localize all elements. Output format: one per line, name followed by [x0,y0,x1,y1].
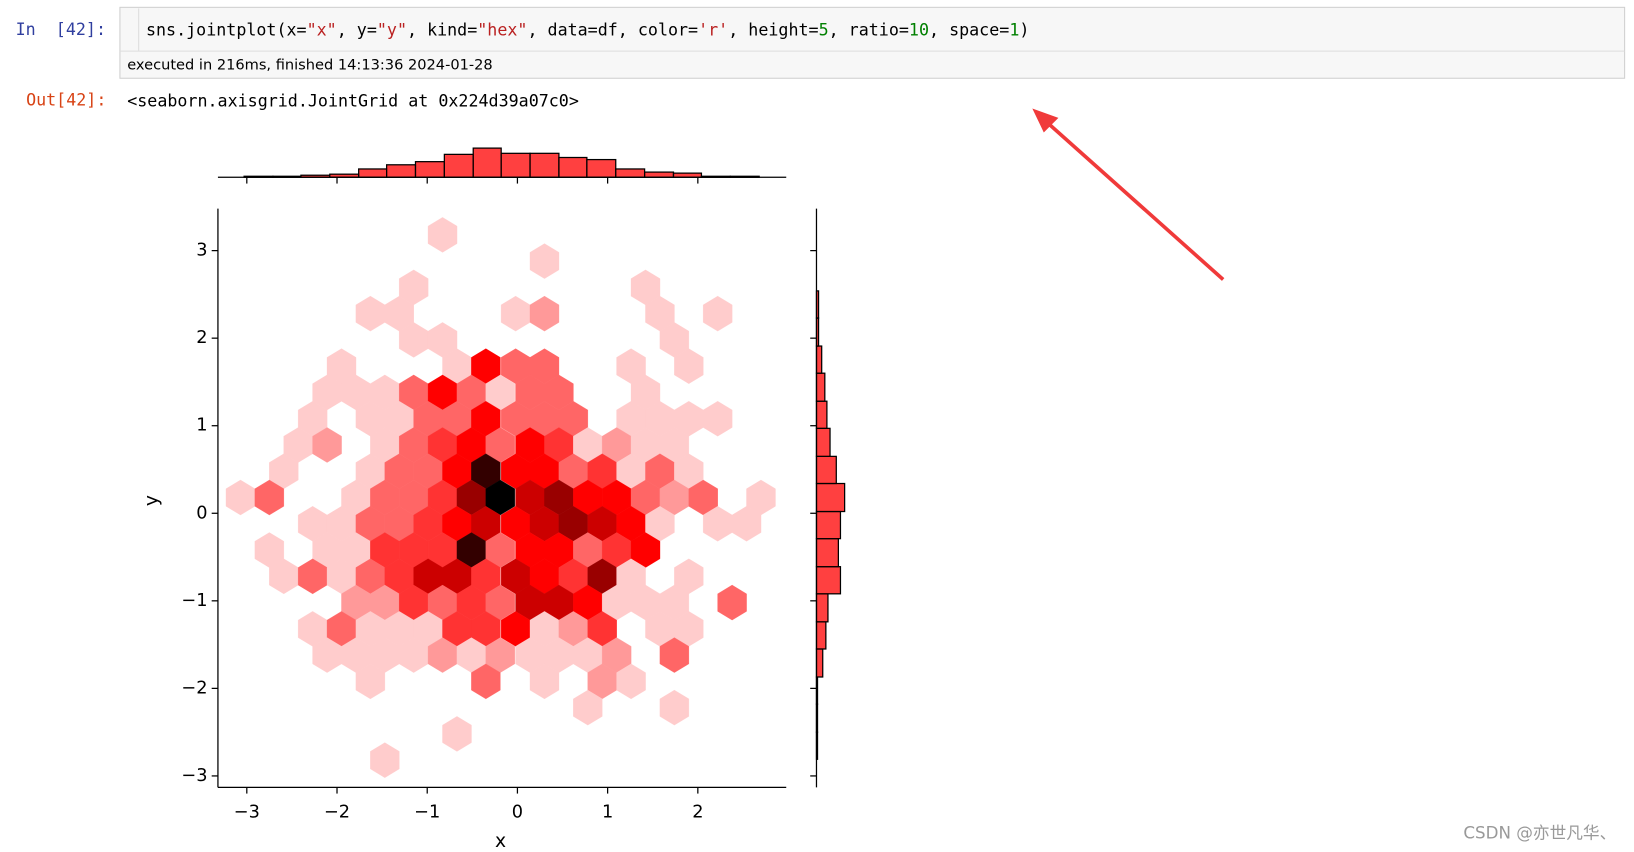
code-token: 10 [909,20,929,39]
code-token: "hex" [477,20,527,39]
hex-bin [573,689,603,726]
histogram-bar [815,400,828,429]
x-axis-label: x [495,831,506,852]
watermark: CSDN @亦世凡华、 [1463,824,1616,843]
output-text: <seaborn.axisgrid.JointGrid at 0x224d39a… [127,92,579,111]
histogram-bar [529,152,560,178]
x-tick-label: −3 [234,802,260,822]
histogram-bar [815,566,842,595]
histogram-bar [414,161,445,178]
hex-bin [370,742,400,778]
hex-bin [659,689,690,726]
y-axis-label: y [142,495,163,506]
x-tick-label: 0 [512,802,523,822]
histogram-bar [815,482,846,513]
histogram-bar [643,171,675,178]
histogram-bar [615,168,646,178]
y-tick-label: −3 [181,766,207,786]
histogram-bar [815,455,837,485]
hex-bin [529,295,560,332]
histogram-bar [443,153,474,178]
code-token: 'r' [698,20,728,39]
histogram-bar [558,156,588,178]
y-tick-label: 2 [196,328,207,348]
input-area[interactable] [119,6,1626,79]
code-token: "y" [377,20,407,39]
histogram-bar [815,593,829,623]
y-tick-label: 1 [196,416,207,436]
code-line: sns.jointplot(x="x", y="y", kind="hex", … [146,20,1029,39]
hex-bin [442,716,472,752]
histogram-bar [815,621,827,650]
histogram-bar [815,427,831,457]
hex-bin [731,506,762,542]
x-tick-label: −2 [324,802,350,822]
in-prompt: In [42]: [16,20,106,39]
code-token: , kind= [407,20,477,39]
histogram-bar [815,372,826,402]
histogram-bar [815,648,824,678]
hex-bin [254,479,285,516]
y-tick-label: −1 [181,591,207,611]
code-token: ) [1019,20,1029,39]
code-token: 5 [819,20,829,39]
code-token: , space= [929,20,1009,39]
execution-info: executed in 216ms, finished 14:13:36 202… [127,57,493,74]
hex-bin [427,217,458,253]
hex-bin [529,243,560,279]
x-tick-label: 2 [692,802,703,822]
code-token: "x" [307,20,337,39]
histogram-bar [358,168,388,178]
hex-bin [616,663,646,700]
hex-bin [703,401,733,437]
y-tick-label: 0 [196,503,207,523]
hex-bin [674,348,704,384]
hex-bin [717,584,747,621]
hex-bin [312,427,342,463]
histogram-bar [385,164,417,178]
code-token: , y= [337,20,377,39]
y-tick-label: −2 [181,678,207,698]
code-token: sns.jointplot(x= [146,20,307,39]
code-token: 1 [1009,20,1019,39]
histogram-bar [586,158,617,178]
y-tick-label: 3 [196,241,207,261]
out-prompt: Out[42]: [26,91,106,110]
hex-bin [703,295,733,332]
x-tick-label: 1 [602,802,613,822]
hex-bin [471,663,501,700]
histogram-bar [815,345,823,374]
code-token: , data=df, color= [527,20,698,39]
histogram-bar [815,538,840,568]
annotation-arrow [1047,122,1225,281]
code-token: , ratio= [829,20,909,39]
histogram-bar [500,152,531,178]
histogram-bar [472,147,502,178]
hex-bin [355,663,386,700]
histogram-bar [815,510,842,540]
x-tick-label: −1 [414,802,440,822]
hex-bin [659,637,690,673]
hex-bin [529,663,560,700]
code-token: , height= [728,20,818,39]
arrow-head [1032,108,1059,133]
